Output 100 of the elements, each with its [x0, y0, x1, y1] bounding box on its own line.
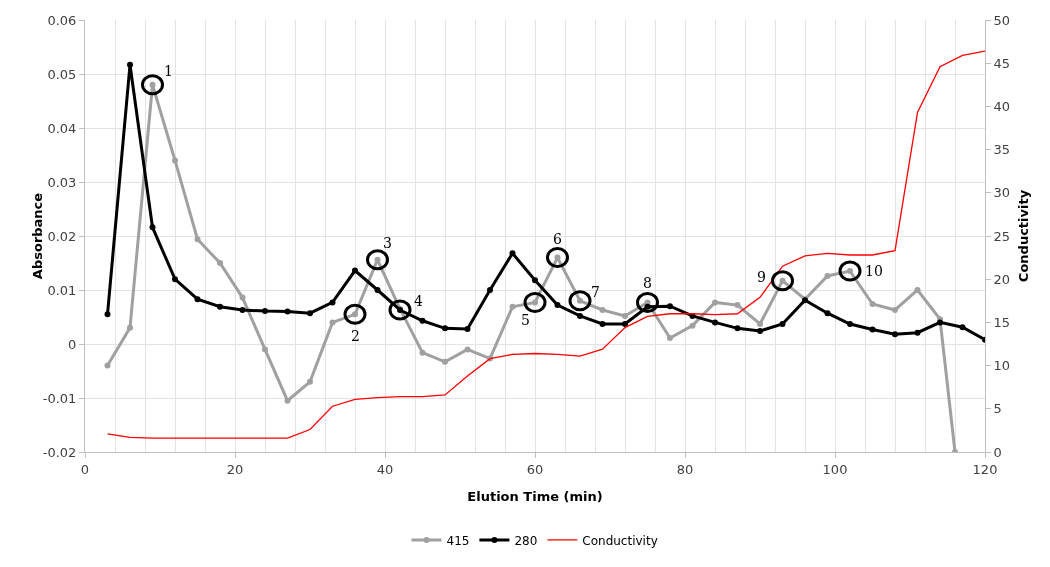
point — [734, 325, 741, 332]
y-tick-label: 0.03 — [47, 174, 77, 190]
y2-tick-label: 30 — [993, 185, 1011, 201]
x-tick-label: 0 — [80, 461, 90, 477]
point — [577, 312, 583, 319]
point — [419, 349, 426, 356]
point — [307, 310, 313, 317]
annotation: 1 — [164, 63, 173, 79]
y2-tick-label: 25 — [993, 228, 1011, 244]
y-tick-label: 0.06 — [47, 12, 77, 28]
point — [712, 299, 718, 306]
point — [217, 303, 223, 310]
point — [442, 358, 448, 365]
point — [914, 287, 921, 293]
annotation: 8 — [643, 275, 652, 291]
point — [892, 306, 898, 313]
y2-tick-label: 0 — [993, 444, 1002, 460]
point — [757, 328, 763, 335]
point — [644, 303, 651, 310]
point — [622, 312, 628, 319]
point — [869, 301, 876, 308]
point — [824, 272, 831, 279]
point — [329, 299, 336, 306]
y-tick-label: 0 — [68, 336, 77, 352]
point — [194, 236, 201, 243]
point — [104, 311, 111, 318]
point — [172, 276, 178, 283]
y2-tick-label: 10 — [993, 358, 1011, 374]
x-tick-label: 40 — [376, 461, 394, 477]
legend-label: Conductivity — [582, 533, 658, 548]
point — [307, 378, 313, 385]
point — [149, 224, 156, 231]
y2-tick-label: 5 — [993, 401, 1002, 417]
point — [217, 260, 223, 266]
legend-label: 280 — [514, 533, 538, 548]
point — [172, 157, 178, 164]
point — [622, 321, 628, 328]
y-tick-label: -0.02 — [42, 444, 77, 460]
point — [757, 321, 763, 328]
annotation: 9 — [757, 269, 766, 285]
y2-tick-label: 45 — [993, 55, 1011, 71]
x-tick-label: 80 — [676, 461, 694, 477]
annotation: 5 — [521, 312, 530, 328]
point — [419, 317, 426, 324]
y-tick-label: 0.01 — [47, 282, 77, 298]
x-tick-label: 20 — [226, 461, 244, 477]
point — [824, 310, 831, 317]
y-tick-label: 0.04 — [47, 120, 77, 136]
y-tick-label: 0.05 — [47, 66, 77, 82]
point — [599, 321, 606, 328]
y2-tick-label: 40 — [993, 98, 1011, 114]
point — [667, 303, 673, 310]
point — [262, 346, 268, 353]
point — [599, 306, 606, 313]
point — [374, 287, 381, 293]
y-tick-label: 0.02 — [47, 228, 77, 244]
point — [127, 324, 133, 331]
point — [892, 331, 898, 338]
y2-axis-title: Conductivity — [1015, 189, 1031, 283]
legend-label: 415 — [446, 533, 470, 548]
point — [532, 277, 538, 284]
point — [194, 296, 201, 303]
annotation: 7 — [591, 284, 600, 300]
y2-tick-label: 15 — [993, 314, 1011, 330]
point — [284, 308, 291, 315]
point — [239, 306, 246, 313]
point — [509, 303, 516, 310]
point — [667, 335, 673, 342]
y2-tick-label: 20 — [993, 271, 1011, 287]
point — [734, 302, 741, 309]
point — [239, 294, 246, 301]
point — [487, 287, 493, 293]
x-axis-title: Elution Time (min) — [467, 489, 603, 504]
x-tick-label: 100 — [822, 461, 848, 477]
point — [554, 302, 561, 309]
point — [847, 321, 853, 328]
annotation: 4 — [414, 293, 423, 309]
point — [464, 346, 471, 353]
x-tick-label: 60 — [526, 461, 544, 477]
x-tick-label: 120 — [972, 461, 998, 477]
point — [689, 322, 696, 329]
point — [712, 319, 718, 326]
point — [262, 308, 268, 315]
y2-tick-label: 50 — [993, 12, 1011, 28]
y2-tick-label: 35 — [993, 142, 1011, 158]
point — [442, 325, 448, 332]
point — [464, 325, 471, 332]
point — [329, 319, 336, 326]
point — [509, 250, 516, 257]
y-tick-label: -0.01 — [42, 390, 77, 406]
point — [914, 329, 921, 336]
annotation: 10 — [865, 263, 883, 279]
annotation: 2 — [351, 328, 360, 344]
point — [352, 267, 358, 274]
y-axis-title: Absorbance — [30, 192, 46, 280]
annotation: 6 — [553, 231, 562, 247]
annotation: 3 — [383, 235, 392, 251]
point — [104, 362, 111, 369]
point — [779, 321, 786, 328]
point — [127, 61, 133, 68]
